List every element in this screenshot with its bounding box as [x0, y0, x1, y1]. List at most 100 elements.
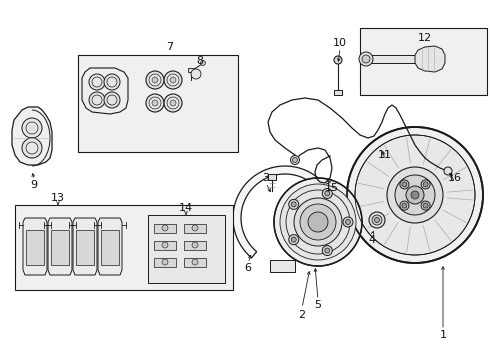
Bar [154, 241, 176, 250]
Circle shape [369, 212, 385, 228]
Polygon shape [82, 68, 128, 114]
Circle shape [152, 77, 158, 83]
Circle shape [200, 60, 205, 66]
Text: 9: 9 [30, 180, 38, 190]
Circle shape [355, 135, 475, 255]
Circle shape [192, 225, 198, 231]
Text: 3: 3 [263, 173, 270, 183]
Text: 16: 16 [448, 173, 462, 183]
Bar [15, 205, 233, 290]
Text: 7: 7 [167, 42, 173, 52]
Text: 1: 1 [440, 330, 446, 340]
Circle shape [162, 242, 168, 248]
Bar [268, 174, 276, 180]
Circle shape [402, 182, 407, 187]
Circle shape [274, 178, 362, 266]
Circle shape [343, 217, 353, 227]
Circle shape [22, 138, 42, 158]
Bar [76, 230, 94, 265]
Text: 13: 13 [51, 193, 65, 203]
Text: 4: 4 [368, 235, 375, 245]
Bar [334, 90, 342, 95]
Circle shape [289, 235, 299, 245]
Circle shape [294, 198, 342, 246]
Text: 6: 6 [245, 263, 251, 273]
Text: 15: 15 [325, 183, 339, 193]
Bar [184, 241, 206, 250]
Text: 11: 11 [378, 150, 392, 160]
Polygon shape [415, 46, 445, 72]
Bar [184, 224, 206, 233]
Circle shape [345, 220, 350, 225]
Circle shape [192, 242, 198, 248]
Circle shape [406, 186, 424, 204]
Circle shape [322, 246, 332, 256]
Circle shape [152, 100, 158, 106]
Circle shape [89, 92, 105, 108]
Text: 14: 14 [179, 203, 193, 213]
Circle shape [291, 156, 299, 165]
Circle shape [104, 92, 120, 108]
Bar [101, 230, 119, 265]
Circle shape [146, 94, 164, 112]
Polygon shape [233, 166, 337, 258]
Circle shape [162, 259, 168, 265]
Circle shape [170, 100, 176, 106]
Circle shape [170, 77, 176, 83]
Circle shape [362, 55, 370, 63]
Text: 8: 8 [196, 56, 203, 66]
Circle shape [146, 71, 164, 89]
Circle shape [423, 203, 428, 208]
Bar [368, 55, 418, 63]
Bar [78, 55, 238, 152]
Circle shape [192, 259, 198, 265]
Circle shape [334, 56, 342, 64]
Circle shape [374, 217, 379, 222]
Bar [188, 68, 195, 72]
Circle shape [89, 74, 105, 90]
Bar [360, 28, 487, 95]
Circle shape [400, 201, 409, 210]
Text: 12: 12 [418, 33, 432, 43]
Circle shape [191, 69, 201, 79]
Bar [51, 230, 69, 265]
Circle shape [347, 127, 483, 263]
Circle shape [359, 52, 373, 66]
Circle shape [402, 203, 407, 208]
Circle shape [411, 191, 419, 199]
Circle shape [300, 204, 336, 240]
Circle shape [104, 74, 120, 90]
Circle shape [164, 94, 182, 112]
Circle shape [395, 175, 435, 215]
Circle shape [387, 167, 443, 223]
Bar [154, 258, 176, 267]
Text: 5: 5 [315, 300, 321, 310]
Circle shape [423, 182, 428, 187]
Bar [154, 224, 176, 233]
Circle shape [400, 180, 409, 189]
Circle shape [291, 237, 296, 242]
Circle shape [280, 184, 356, 260]
Circle shape [421, 201, 430, 210]
Bar [148, 215, 225, 283]
Text: 10: 10 [333, 38, 347, 48]
Circle shape [164, 71, 182, 89]
Circle shape [325, 191, 330, 196]
Circle shape [325, 248, 330, 253]
Circle shape [22, 118, 42, 138]
Circle shape [322, 189, 332, 198]
Circle shape [162, 225, 168, 231]
Circle shape [293, 158, 297, 162]
Text: 2: 2 [298, 310, 306, 320]
Bar [26, 230, 44, 265]
Polygon shape [270, 260, 295, 272]
Circle shape [372, 215, 382, 225]
Polygon shape [48, 218, 72, 275]
Circle shape [289, 199, 299, 210]
Circle shape [291, 202, 296, 207]
Bar [184, 258, 206, 267]
Polygon shape [23, 218, 47, 275]
Circle shape [421, 180, 430, 189]
Polygon shape [73, 218, 97, 275]
Circle shape [444, 167, 452, 175]
